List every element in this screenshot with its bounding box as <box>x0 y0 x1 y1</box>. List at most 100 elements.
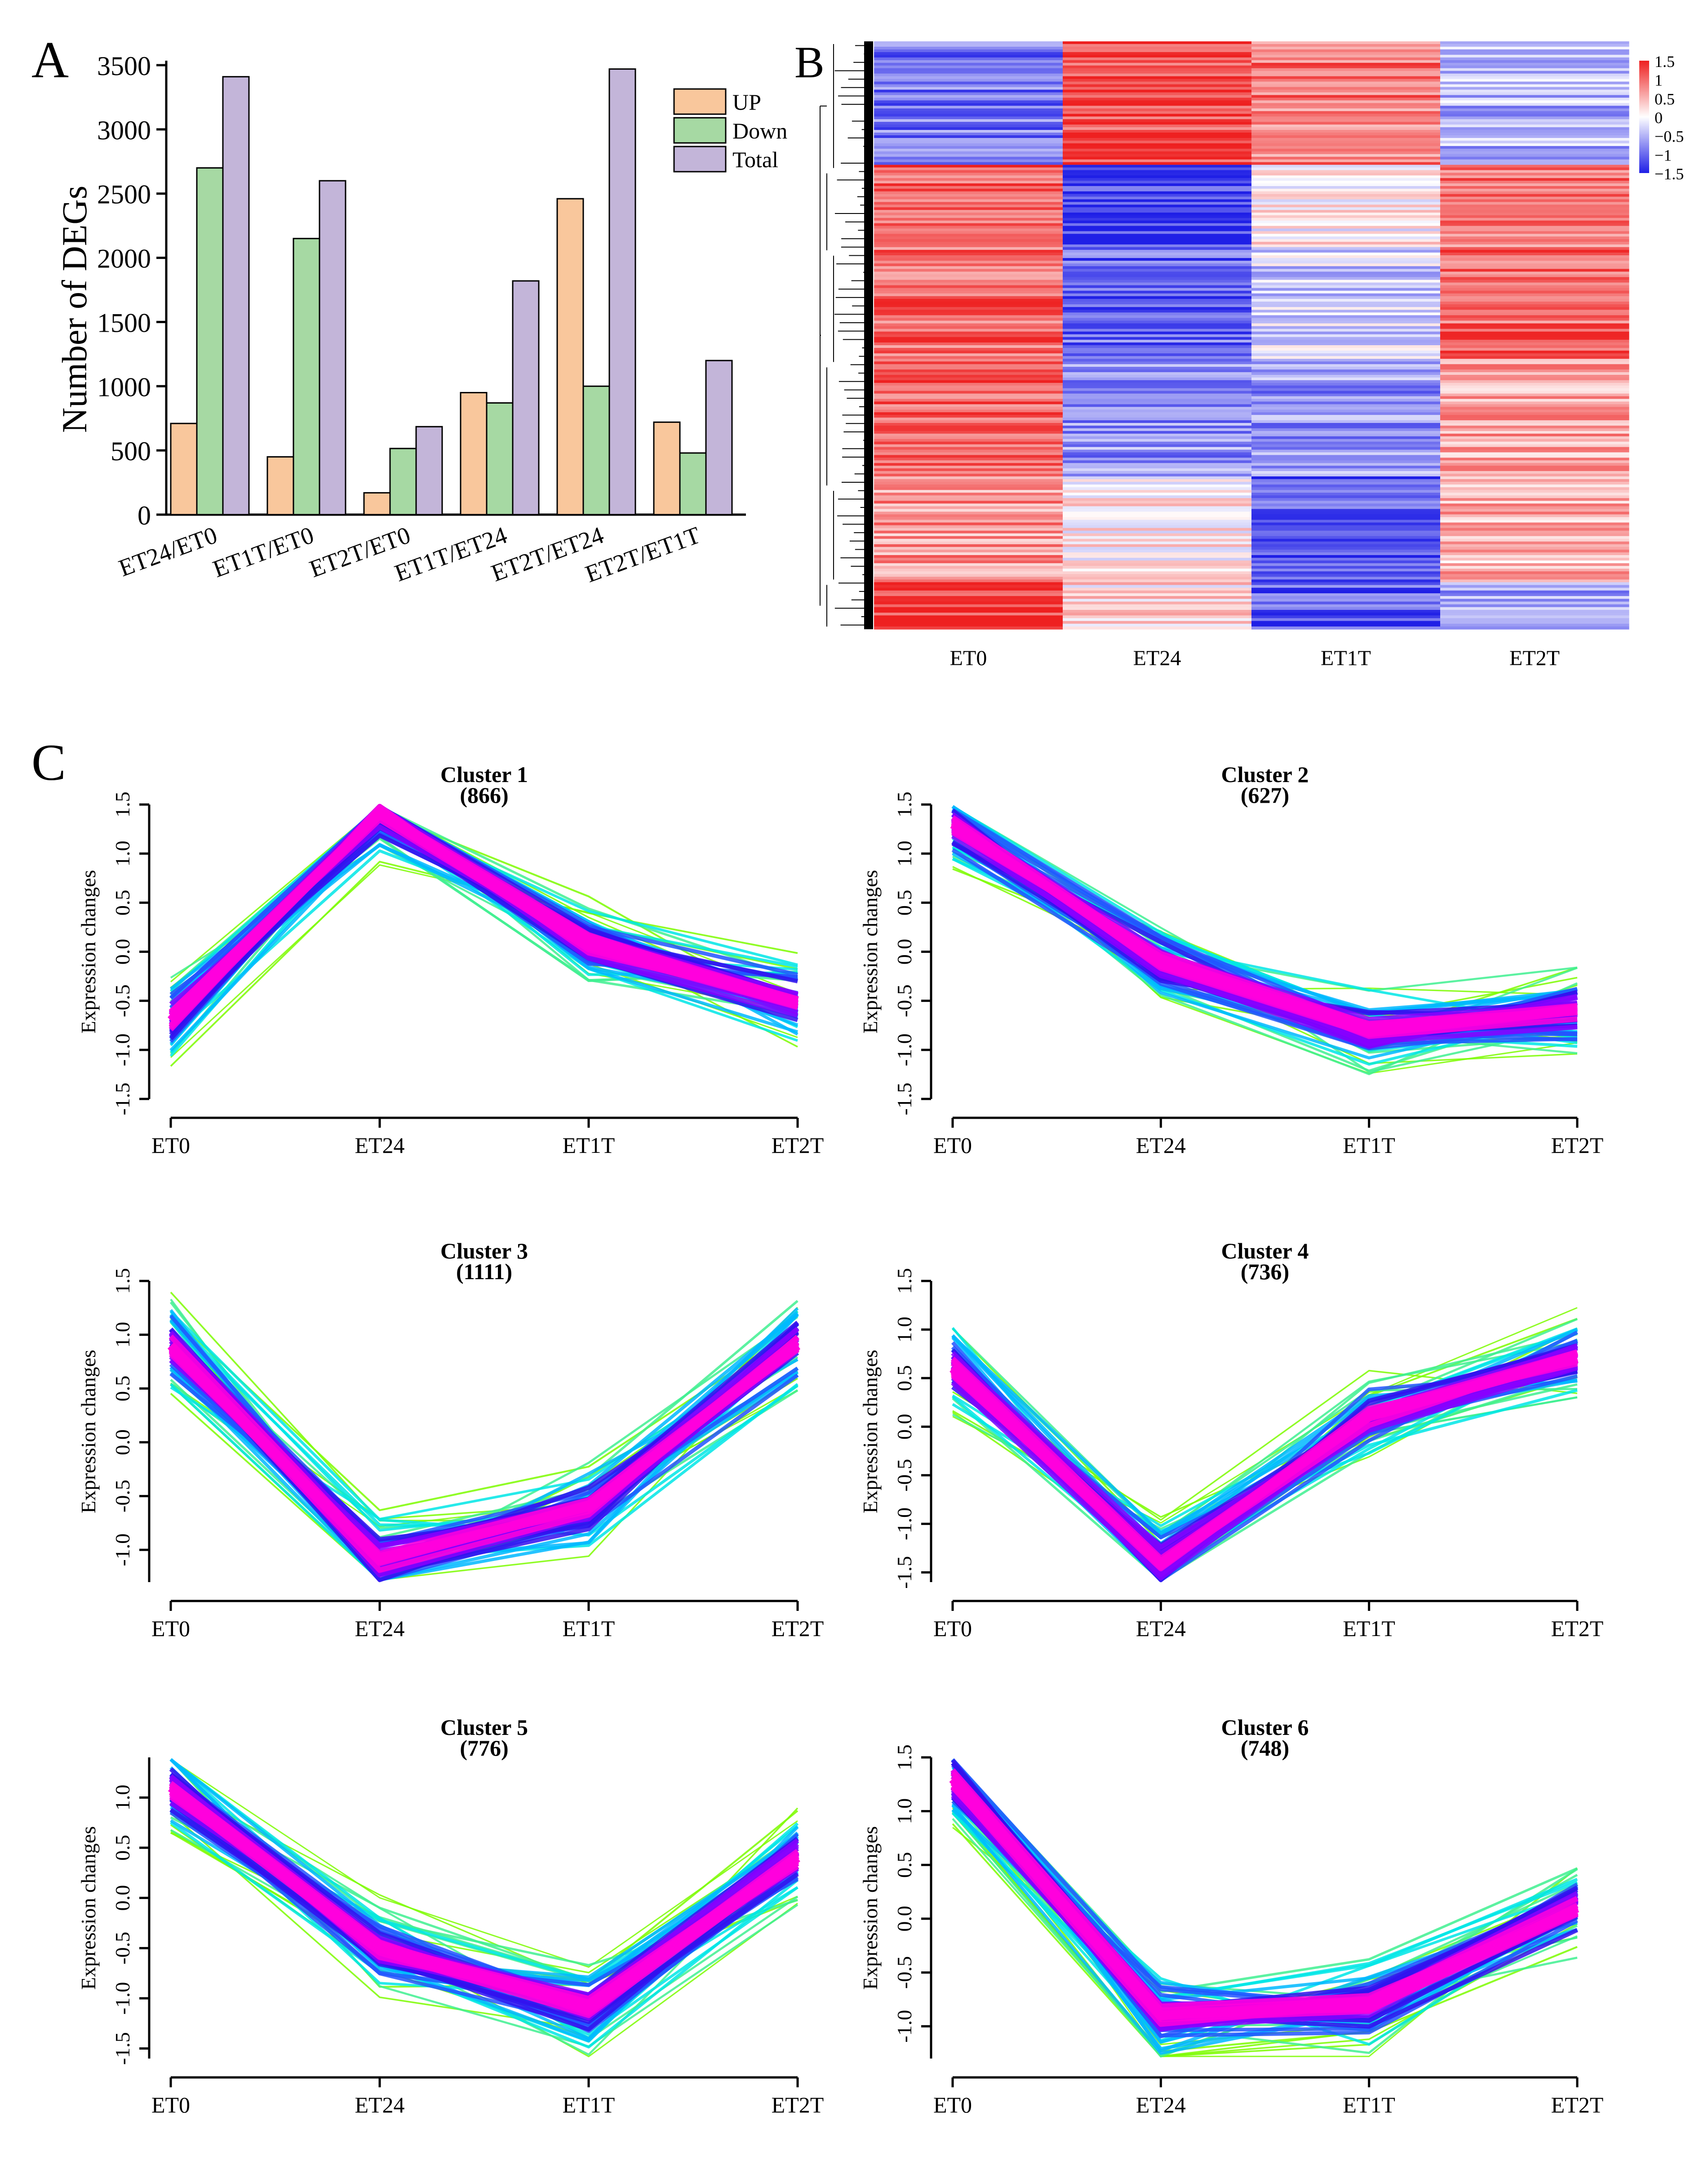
heatmap-cell-0 <box>874 228 1063 231</box>
cluster-y-tick-label: 0.0 <box>111 1885 134 1911</box>
heatmap-cell-1 <box>1063 156 1252 160</box>
heatmap-cell-2 <box>1251 263 1441 267</box>
heatmap-cell-2 <box>1251 95 1441 98</box>
cluster-line-plots: Cluster 1(866) -1.5 -1.0 -0.5 0.0 0.5 1.0 1.5 Ex… <box>77 762 1603 2117</box>
heatmap-cell-0 <box>874 530 1063 534</box>
heatmap-cell-0 <box>874 215 1063 218</box>
cluster-y-tick-label: -0.5 <box>111 984 134 1017</box>
heatmap-cell-1 <box>1063 449 1252 453</box>
heatmap-cell-0 <box>874 116 1063 120</box>
heatmap-cell-2 <box>1251 569 1441 572</box>
heatmap-cell-3 <box>1440 310 1629 313</box>
bar-down-3 <box>486 402 514 516</box>
heatmap-cell-3 <box>1440 501 1629 504</box>
heatmap-cell-3 <box>1440 536 1629 539</box>
heatmap-cell-2 <box>1251 388 1441 391</box>
heatmap-cell-2 <box>1251 89 1441 93</box>
heatmap-cell-1 <box>1063 290 1252 294</box>
cluster-center-line <box>949 1776 1579 2020</box>
cluster-count: (866) <box>460 783 508 808</box>
heatmap-cell-3 <box>1440 452 1629 455</box>
heatmap-cell-2 <box>1251 533 1441 537</box>
heatmap-cell-0 <box>874 130 1063 133</box>
heatmap-cell-3 <box>1440 530 1629 534</box>
heatmap-cell-1 <box>1063 249 1252 253</box>
heatmap-cell-2 <box>1251 252 1441 256</box>
legend-label-up: UP <box>732 89 761 115</box>
heatmap-cell-1 <box>1063 65 1252 69</box>
heatmap-cell-3 <box>1440 87 1629 90</box>
heatmap-cell-2 <box>1251 215 1441 218</box>
heatmap-cell-3 <box>1440 125 1629 128</box>
heatmap-cell-2 <box>1251 290 1441 294</box>
heatmap-cell-3 <box>1440 615 1629 618</box>
cluster-x-tick-label: ET1T <box>1343 2092 1395 2117</box>
heatmap-cell-1 <box>1063 587 1252 591</box>
heatmap-cell-2 <box>1251 331 1441 335</box>
heatmap-cell-1 <box>1063 503 1252 507</box>
heatmap-cell-1 <box>1063 231 1252 234</box>
heatmap-cell-3 <box>1440 261 1629 264</box>
heatmap-cell-2 <box>1251 188 1441 192</box>
bar-up-5 <box>653 421 681 516</box>
heatmap-cell-2 <box>1251 501 1441 504</box>
heatmap-cell-0 <box>874 520 1063 523</box>
heatmap-cell-2 <box>1251 579 1441 583</box>
heatmap-cell-0 <box>874 525 1063 529</box>
bar-down-2 <box>389 448 417 516</box>
heatmap-cell-1 <box>1063 582 1252 586</box>
heatmap-cell-0 <box>874 54 1063 58</box>
heatmap-cell-1 <box>1063 84 1252 88</box>
heatmap-cell-2 <box>1251 151 1441 155</box>
heatmap-cell-1 <box>1063 310 1252 313</box>
heatmap-cell-0 <box>874 213 1063 216</box>
heatmap-cell-0 <box>874 148 1063 152</box>
heatmap-cell-0 <box>874 108 1063 111</box>
heatmap-cell-3 <box>1440 173 1629 176</box>
heatmap-cell-2 <box>1251 239 1441 242</box>
heatmap-cell-1 <box>1063 353 1252 356</box>
cluster-x-tick-label: ET0 <box>151 2092 190 2117</box>
heatmap-legend-tick: 1.5 <box>1655 53 1675 71</box>
heatmap-cell-0 <box>874 569 1063 572</box>
heatmap-cell-2 <box>1251 604 1441 608</box>
heatmap-cell-3 <box>1440 528 1629 531</box>
heatmap-cell-2 <box>1251 146 1441 149</box>
heatmap-cell-2 <box>1251 528 1441 531</box>
cluster-x-tick-label: ET24 <box>1136 2092 1186 2117</box>
heatmap-cell-3 <box>1440 130 1629 133</box>
cluster-x-tick-label: ET2T <box>772 1133 824 1158</box>
heatmap-cell-1 <box>1063 258 1252 261</box>
heatmap-cell-3 <box>1440 558 1629 561</box>
heatmap-cell-2 <box>1251 60 1441 63</box>
heatmap-cell-0 <box>874 348 1063 351</box>
heatmap-cell-1 <box>1063 194 1252 197</box>
heatmap-cell-2 <box>1251 274 1441 278</box>
heatmap-cell-1 <box>1063 296 1252 299</box>
heatmap-cell-3 <box>1440 541 1629 545</box>
cluster-count: (736) <box>1241 1259 1289 1284</box>
heatmap-cell-1 <box>1063 130 1252 133</box>
heatmap-cell-1 <box>1063 590 1252 594</box>
heatmap-cell-1 <box>1063 62 1252 66</box>
legend-swatch-total <box>673 146 727 173</box>
heatmap-cell-0 <box>874 587 1063 591</box>
heatmap-cell-2 <box>1251 288 1441 291</box>
heatmap-cell-0 <box>874 563 1063 566</box>
heatmap-cell-0 <box>874 337 1063 340</box>
heatmap-cell-2 <box>1251 339 1441 343</box>
heatmap-cell-2 <box>1251 399 1441 402</box>
heatmap-cell-0 <box>874 369 1063 373</box>
heatmap-cell-2 <box>1251 186 1441 189</box>
bar-chart-y-axis-label: Number of DEGs <box>55 186 94 433</box>
heatmap-cell-1 <box>1063 609 1252 613</box>
heatmap-cell-0 <box>874 280 1063 283</box>
panel-letter-b: B <box>794 37 825 87</box>
heatmap-cell-3 <box>1440 183 1629 187</box>
heatmap-cell-2 <box>1251 261 1441 264</box>
heatmap-cell-2 <box>1251 302 1441 305</box>
heatmap-cell-0 <box>874 84 1063 88</box>
heatmap-cell-3 <box>1440 596 1629 599</box>
heatmap-cell-0 <box>874 466 1063 469</box>
heatmap-cell-2 <box>1251 196 1441 200</box>
